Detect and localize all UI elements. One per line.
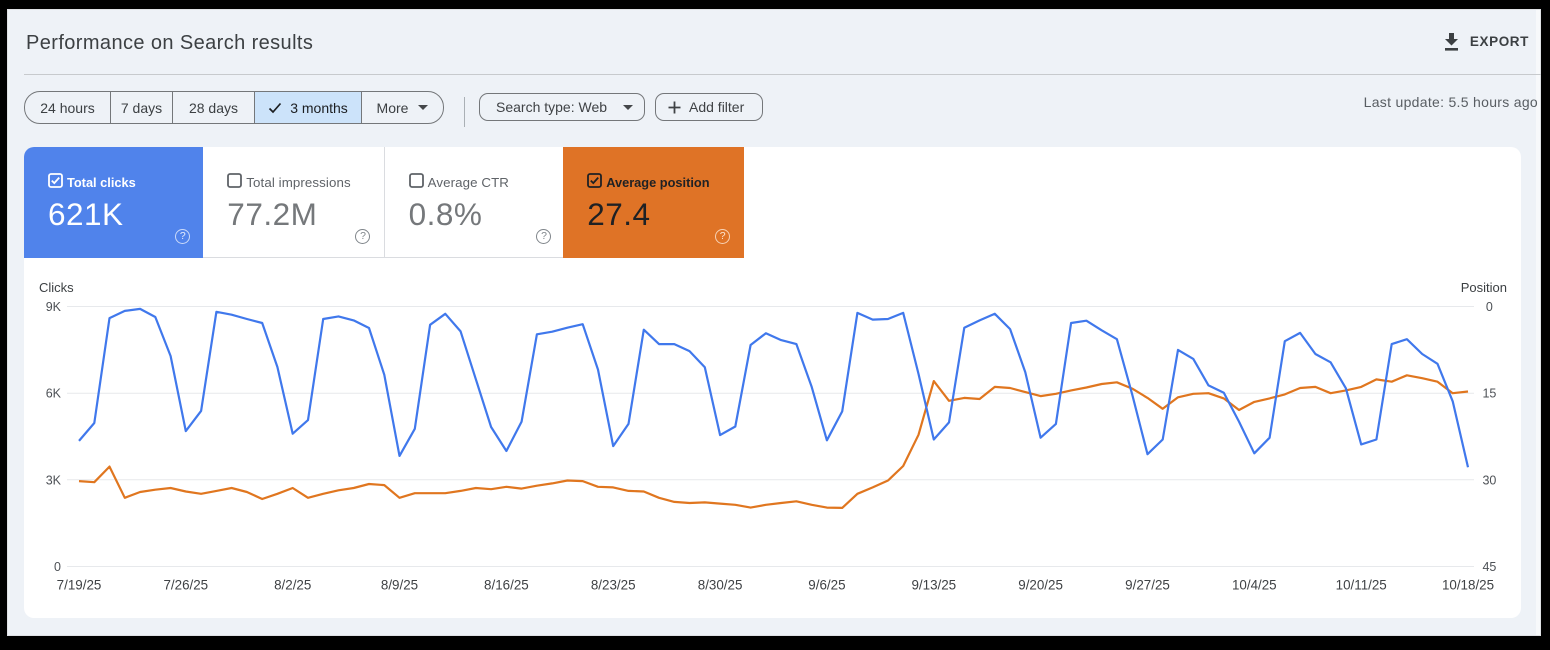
svg-text:8/23/25: 8/23/25 xyxy=(591,578,636,593)
svg-text:9/13/25: 9/13/25 xyxy=(911,578,956,593)
svg-text:9/20/25: 9/20/25 xyxy=(1018,578,1063,593)
svg-text:30: 30 xyxy=(1482,473,1496,487)
svg-text:8/16/25: 8/16/25 xyxy=(484,578,529,593)
svg-text:45: 45 xyxy=(1482,560,1496,574)
svg-text:7/19/25: 7/19/25 xyxy=(57,578,102,593)
svg-text:0: 0 xyxy=(54,560,61,574)
svg-text:8/30/25: 8/30/25 xyxy=(698,578,743,593)
svg-text:10/18/25: 10/18/25 xyxy=(1442,578,1494,593)
svg-text:Clicks: Clicks xyxy=(39,280,74,295)
svg-text:15: 15 xyxy=(1482,387,1496,401)
svg-text:3K: 3K xyxy=(46,473,62,487)
svg-text:10/11/25: 10/11/25 xyxy=(1336,578,1387,593)
svg-text:9/6/25: 9/6/25 xyxy=(808,578,845,593)
svg-text:7/26/25: 7/26/25 xyxy=(163,578,208,593)
svg-text:Position: Position xyxy=(1461,280,1507,295)
svg-text:6K: 6K xyxy=(46,387,62,401)
svg-text:10/4/25: 10/4/25 xyxy=(1232,578,1277,593)
svg-text:0: 0 xyxy=(1486,300,1493,314)
svg-text:8/2/25: 8/2/25 xyxy=(274,578,311,593)
svg-text:9K: 9K xyxy=(46,300,62,314)
svg-text:8/9/25: 8/9/25 xyxy=(381,578,418,593)
svg-text:9/27/25: 9/27/25 xyxy=(1125,578,1170,593)
